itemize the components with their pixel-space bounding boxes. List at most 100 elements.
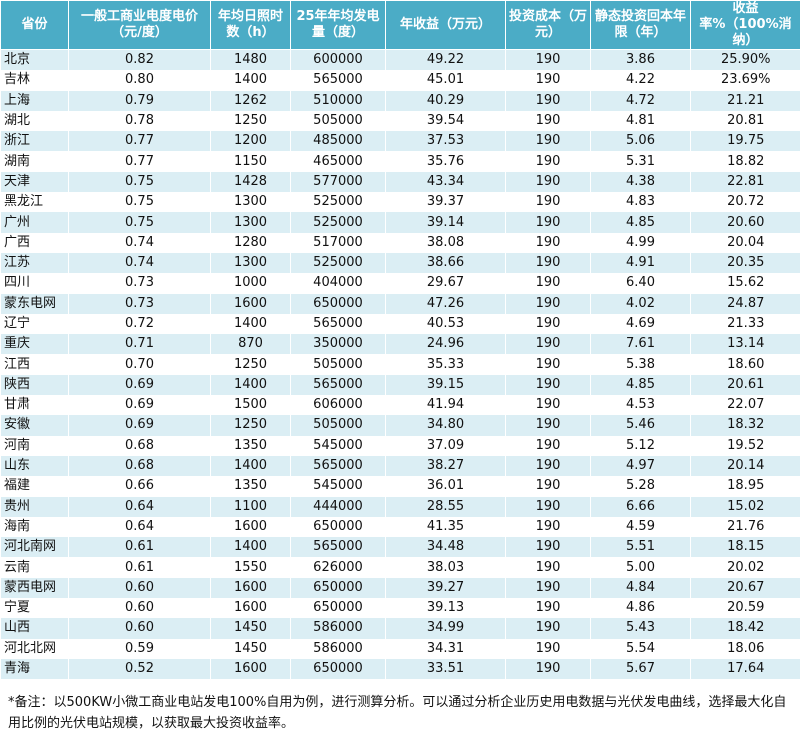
province-cell: 湖北 <box>0 110 69 132</box>
province-cell: 云南 <box>0 557 69 578</box>
value-cell: 0.61 <box>68 557 211 578</box>
value-cell: 1600 <box>210 516 291 538</box>
value-cell: 545000 <box>290 435 386 456</box>
value-cell: 190 <box>505 171 591 193</box>
value-cell: 190 <box>505 374 591 396</box>
province-cell: 青海 <box>0 658 69 680</box>
value-cell: 18.06 <box>690 638 800 659</box>
value-cell: 1500 <box>210 395 291 416</box>
header-cell: 投资成本（万元） <box>505 0 591 50</box>
value-cell: 565000 <box>290 537 386 558</box>
value-cell: 18.95 <box>690 476 800 497</box>
value-cell: 190 <box>505 252 591 274</box>
value-cell: 190 <box>505 354 591 375</box>
value-cell: 22.81 <box>690 171 800 193</box>
province-cell: 湖南 <box>0 151 69 172</box>
value-cell: 0.73 <box>68 273 211 294</box>
value-cell: 1600 <box>210 658 291 680</box>
value-cell: 650000 <box>290 577 386 599</box>
value-cell: 25.90% <box>690 49 800 71</box>
value-cell: 190 <box>505 557 591 578</box>
province-cell: 吉林 <box>0 70 69 91</box>
value-cell: 5.67 <box>590 658 691 680</box>
value-cell: 0.77 <box>68 151 211 172</box>
table-row: 江西 0.70 1250 505000 35.33 190 5.38 18.60 <box>0 354 800 375</box>
province-cell: 山东 <box>0 455 69 477</box>
value-cell: 0.74 <box>68 252 211 274</box>
value-cell: 0.73 <box>68 293 211 314</box>
value-cell: 0.69 <box>68 415 211 436</box>
province-cell: 甘肃 <box>0 395 69 416</box>
table-row: 安徽 0.69 1250 505000 34.80 190 5.46 18.32 <box>0 415 800 436</box>
value-cell: 24.87 <box>690 293 800 314</box>
value-cell: 190 <box>505 618 591 639</box>
value-cell: 38.03 <box>385 557 506 578</box>
value-cell: 4.81 <box>590 110 691 132</box>
value-cell: 5.51 <box>590 537 691 558</box>
value-cell: 190 <box>505 577 591 599</box>
value-cell: 39.14 <box>385 212 506 233</box>
province-cell: 江苏 <box>0 252 69 274</box>
value-cell: 190 <box>505 212 591 233</box>
value-cell: 1200 <box>210 131 291 152</box>
value-cell: 34.99 <box>385 618 506 639</box>
value-cell: 606000 <box>290 395 386 416</box>
value-cell: 4.99 <box>590 232 691 253</box>
table-row: 甘肃 0.69 1500 606000 41.94 190 4.53 22.07 <box>0 395 800 416</box>
value-cell: 33.51 <box>385 658 506 680</box>
value-cell: 45.01 <box>385 70 506 91</box>
value-cell: 49.22 <box>385 49 506 71</box>
value-cell: 1250 <box>210 354 291 375</box>
value-cell: 1300 <box>210 192 291 213</box>
value-cell: 39.27 <box>385 577 506 599</box>
table-row: 广西 0.74 1280 517000 38.08 190 4.99 20.04 <box>0 232 800 253</box>
value-cell: 565000 <box>290 313 386 335</box>
value-cell: 5.31 <box>590 151 691 172</box>
table-row: 宁夏 0.60 1600 650000 39.13 190 4.86 20.59 <box>0 598 800 619</box>
value-cell: 5.28 <box>590 476 691 497</box>
value-cell: 4.85 <box>590 212 691 233</box>
value-cell: 17.64 <box>690 658 800 680</box>
value-cell: 5.06 <box>590 131 691 152</box>
value-cell: 485000 <box>290 131 386 152</box>
value-cell: 565000 <box>290 70 386 91</box>
value-cell: 190 <box>505 598 591 619</box>
value-cell: 4.86 <box>590 598 691 619</box>
value-cell: 1600 <box>210 293 291 314</box>
value-cell: 0.80 <box>68 70 211 91</box>
value-cell: 20.14 <box>690 455 800 477</box>
value-cell: 190 <box>505 476 591 497</box>
value-cell: 6.40 <box>590 273 691 294</box>
value-cell: 18.42 <box>690 618 800 639</box>
header-cell: 一般工商业电度电价（元/度） <box>68 0 211 50</box>
value-cell: 190 <box>505 415 591 436</box>
value-cell: 18.82 <box>690 151 800 172</box>
value-cell: 1250 <box>210 110 291 132</box>
value-cell: 1350 <box>210 476 291 497</box>
value-cell: 190 <box>505 455 591 477</box>
value-cell: 465000 <box>290 151 386 172</box>
value-cell: 39.13 <box>385 598 506 619</box>
table-row: 北京 0.82 1480 600000 49.22 190 3.86 25.90% <box>0 49 800 71</box>
value-cell: 0.79 <box>68 90 211 111</box>
value-cell: 5.38 <box>590 354 691 375</box>
value-cell: 190 <box>505 496 591 517</box>
table-row: 吉林 0.80 1400 565000 45.01 190 4.22 23.69% <box>0 70 800 91</box>
value-cell: 23.69% <box>690 70 800 91</box>
value-cell: 1428 <box>210 171 291 193</box>
value-cell: 4.38 <box>590 171 691 193</box>
table-row: 山东 0.68 1400 565000 38.27 190 4.97 20.14 <box>0 455 800 477</box>
table-row: 蒙西电网 0.60 1600 650000 39.27 190 4.84 20.67 <box>0 577 800 599</box>
value-cell: 0.82 <box>68 49 211 71</box>
value-cell: 6.66 <box>590 496 691 517</box>
value-cell: 40.53 <box>385 313 506 335</box>
value-cell: 1400 <box>210 313 291 335</box>
value-cell: 4.02 <box>590 293 691 314</box>
value-cell: 4.72 <box>590 90 691 111</box>
value-cell: 510000 <box>290 90 386 111</box>
header-row: 省份 一般工商业电度电价（元/度） 年均日照时数（h） 25年年均发电量（度） 年收益（… <box>0 0 800 50</box>
value-cell: 1150 <box>210 151 291 172</box>
value-cell: 1280 <box>210 232 291 253</box>
province-cell: 陕西 <box>0 374 69 396</box>
